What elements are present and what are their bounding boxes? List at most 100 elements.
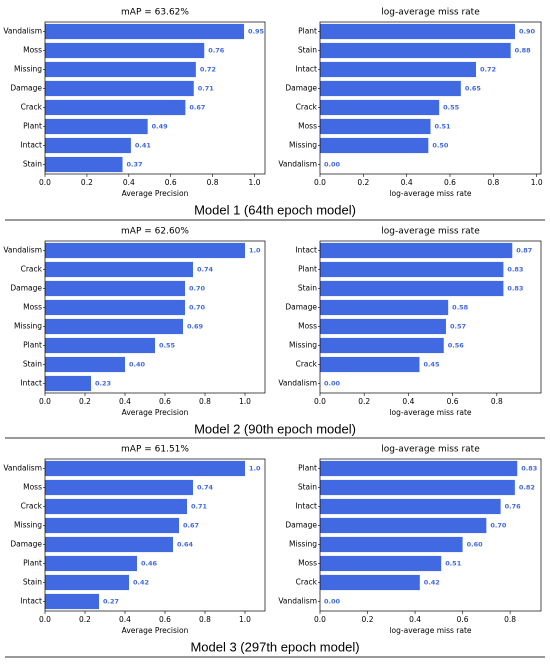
bar: [45, 460, 245, 477]
bar: [45, 299, 185, 316]
value-label: 0.51: [435, 123, 452, 131]
value-label: 0.71: [191, 503, 208, 511]
bar: [45, 574, 129, 591]
value-label: 0.42: [133, 579, 149, 587]
x-tick-label: 0.0: [39, 615, 51, 624]
x-tick-label: 0.4: [119, 397, 131, 406]
category-label: Missing: [14, 521, 42, 530]
category-label: Intact: [295, 502, 317, 511]
value-label: 0.95: [248, 28, 265, 36]
bar: [45, 80, 194, 97]
category-label: Vandalism: [3, 246, 42, 255]
category-label: Stain: [298, 483, 317, 492]
value-label: 0.37: [127, 161, 143, 169]
bar: [320, 517, 487, 534]
bar: [320, 242, 513, 259]
category-label: Damage: [285, 521, 317, 530]
value-label: 0.82: [519, 484, 535, 492]
caption: Model 3 (297th epoch model): [190, 639, 359, 654]
category-label: Vandalism: [278, 597, 317, 606]
x-tick-label: 0.0: [39, 178, 51, 187]
category-label: Crack: [296, 360, 318, 369]
category-label: Stain: [298, 46, 317, 55]
category-label: Damage: [10, 284, 42, 293]
category-label: Stain: [23, 578, 42, 587]
value-label: 0.67: [183, 522, 199, 530]
value-label: 0.42: [424, 579, 440, 587]
value-label: 0.58: [452, 304, 469, 312]
category-label: Intact: [20, 141, 42, 150]
bar: [45, 61, 196, 78]
bar: [320, 118, 431, 135]
category-label: Missing: [289, 540, 317, 549]
value-label: 0.27: [103, 598, 119, 606]
category-label: Moss: [298, 122, 317, 131]
category-label: Plant: [23, 341, 42, 350]
category-label: Vandalism: [3, 464, 42, 473]
value-label: 0.70: [189, 304, 206, 312]
x-tick-label: 0.8: [487, 178, 499, 187]
category-label: Damage: [10, 540, 42, 549]
bar: [45, 242, 245, 259]
x-tick-label: 0.6: [159, 397, 171, 406]
x-tick-label: 0.8: [491, 397, 503, 406]
value-label: 0.64: [177, 541, 194, 549]
category-label: Crack: [296, 103, 318, 112]
bar: [45, 261, 193, 278]
x-axis-label: Average Precision: [122, 189, 189, 198]
value-label: 0.76: [208, 47, 225, 55]
x-tick-label: 0.6: [165, 178, 177, 187]
value-label: 0.50: [432, 142, 449, 150]
bar: [320, 23, 515, 40]
plot-frame: [319, 458, 542, 612]
bar: [45, 337, 155, 354]
value-label: 0.70: [189, 285, 206, 293]
category-label: Crack: [21, 265, 43, 274]
category-label: Intact: [20, 379, 42, 388]
value-label: 0.65: [465, 85, 482, 93]
category-label: Plant: [23, 122, 42, 131]
value-label: 0.56: [448, 342, 465, 350]
category-label: Plant: [298, 464, 317, 473]
category-label: Moss: [23, 303, 42, 312]
category-label: Missing: [14, 65, 42, 74]
value-label: 0.45: [423, 361, 440, 369]
chart-title: log-average miss rate: [381, 227, 480, 237]
bar: [45, 42, 205, 59]
value-label: 1.0: [249, 247, 261, 255]
x-tick-label: 0.0: [314, 397, 326, 406]
bar: [45, 375, 91, 392]
value-label: 0.49: [152, 123, 169, 131]
x-tick-label: 0.4: [123, 178, 135, 187]
x-tick-label: 1.0: [239, 615, 251, 624]
plot-frame: [319, 240, 542, 394]
value-label: 0.72: [200, 66, 216, 74]
bar: [320, 80, 461, 97]
category-label: Intact: [20, 597, 42, 606]
category-label: Crack: [296, 578, 318, 587]
bar: [320, 479, 515, 496]
bar: [320, 555, 442, 572]
caption: Model 1 (64th epoch model): [194, 202, 356, 217]
category-label: Intact: [295, 65, 317, 74]
value-label: 0.55: [443, 104, 460, 112]
x-axis-label: log-average miss rate: [389, 626, 471, 635]
bar: [320, 337, 444, 354]
category-label: Stain: [23, 360, 42, 369]
x-axis-label: Average Precision: [122, 626, 189, 635]
value-label: 0.71: [198, 85, 215, 93]
value-label: 0.67: [189, 104, 205, 112]
x-tick-label: 1.0: [249, 178, 261, 187]
category-label: Moss: [298, 559, 317, 568]
x-tick-label: 0.8: [199, 615, 211, 624]
bar: [320, 261, 504, 278]
category-label: Stain: [298, 284, 317, 293]
x-tick-label: 1.0: [531, 178, 543, 187]
plot-frame: [44, 21, 266, 175]
x-tick-label: 0.2: [79, 615, 91, 624]
bar: [45, 23, 245, 40]
x-tick-label: 0.6: [159, 615, 171, 624]
category-label: Plant: [23, 559, 42, 568]
value-label: 0.87: [516, 247, 532, 255]
